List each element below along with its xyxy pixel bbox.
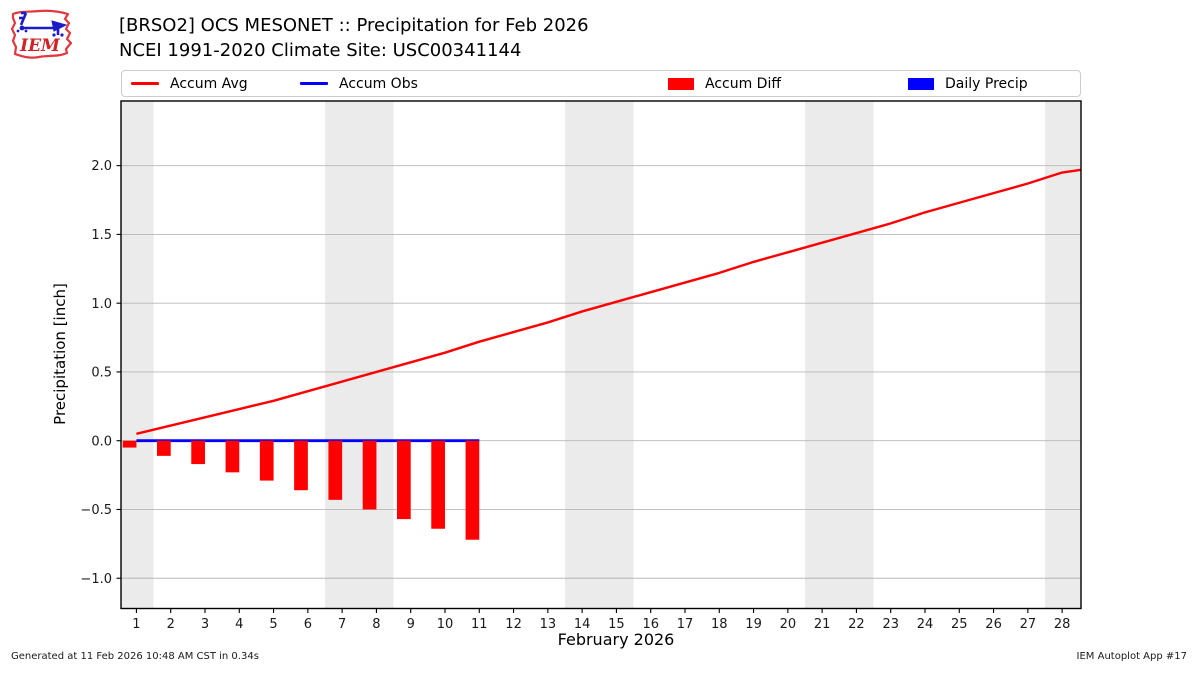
legend-label: Accum Avg bbox=[170, 75, 248, 92]
y-axis-label: Precipitation [inch] bbox=[51, 283, 69, 425]
x-tick-label: 4 bbox=[235, 617, 243, 632]
logo-iem-text: IEM bbox=[19, 36, 61, 56]
footer-generated-text: Generated at 11 Feb 2026 10:48 AM CST in… bbox=[11, 651, 259, 662]
legend-label: Daily Precip bbox=[945, 75, 1028, 92]
weekend-band bbox=[805, 101, 874, 609]
x-tick-label: 5 bbox=[269, 617, 277, 632]
y-tick-label: 0.0 bbox=[91, 434, 112, 449]
bar-accum-diff bbox=[328, 440, 343, 500]
x-tick-label: 21 bbox=[814, 617, 831, 632]
y-tick-label: 1.0 bbox=[91, 297, 112, 312]
weekend-band bbox=[1045, 101, 1081, 609]
x-tick-label: 2 bbox=[167, 617, 175, 632]
x-tick-label: 7 bbox=[338, 617, 346, 632]
chart-title-line2: NCEI 1991-2020 Climate Site: USC00341144 bbox=[119, 40, 522, 61]
x-tick-label: 13 bbox=[540, 617, 557, 632]
accum-diff-patch-swatch-icon bbox=[668, 77, 694, 90]
y-tick-label: 2.0 bbox=[91, 159, 112, 174]
plot-frame bbox=[120, 100, 1082, 610]
y-tick-label: 0.5 bbox=[91, 366, 112, 381]
bar-accum-diff bbox=[431, 440, 445, 529]
y-tick-label: 1.5 bbox=[91, 228, 112, 243]
x-tick-label: 14 bbox=[574, 617, 591, 632]
bar-accum-diff bbox=[465, 440, 480, 540]
legend-label: Accum Obs bbox=[339, 75, 418, 92]
weekend-band bbox=[565, 101, 634, 609]
x-tick-label: 9 bbox=[407, 617, 415, 632]
weekend-band bbox=[325, 101, 394, 609]
x-tick-label: 17 bbox=[677, 617, 694, 632]
x-axis-label: February 2026 bbox=[557, 630, 675, 649]
bar-accum-diff bbox=[191, 440, 205, 465]
x-tick-label: 27 bbox=[1020, 617, 1037, 632]
bar-accum-diff bbox=[294, 440, 308, 491]
x-tick-label: 19 bbox=[745, 617, 762, 632]
x-tick-label: 20 bbox=[780, 617, 797, 632]
x-tick-label: 22 bbox=[848, 617, 865, 632]
chart-legend: Accum Avg Accum Obs Accum Diff Daily Pre… bbox=[121, 70, 1081, 97]
x-tick-label: 12 bbox=[505, 617, 522, 632]
x-tick-label: 24 bbox=[917, 617, 934, 632]
bar-accum-diff bbox=[259, 440, 274, 481]
x-tick-label: 23 bbox=[882, 617, 899, 632]
y-tick-label: −0.5 bbox=[80, 503, 112, 518]
bar-accum-diff bbox=[157, 440, 171, 456]
x-tick-label: 10 bbox=[437, 617, 454, 632]
chart-title-line1: [BRSO2] OCS MESONET :: Precipitation for… bbox=[119, 15, 589, 36]
legend-label: Accum Diff bbox=[705, 75, 782, 92]
daily-precip-patch-swatch-icon bbox=[908, 77, 934, 90]
x-tick-label: 15 bbox=[608, 617, 625, 632]
x-tick-label: 3 bbox=[201, 617, 209, 632]
x-tick-label: 11 bbox=[471, 617, 488, 632]
legend-accum-avg: Accum Avg bbox=[131, 71, 248, 96]
line-accum-avg bbox=[136, 168, 1082, 435]
weekend-band bbox=[121, 101, 154, 609]
x-tick-label: 16 bbox=[642, 617, 659, 632]
x-tick-label: 1 bbox=[132, 617, 140, 632]
x-tick-label: 28 bbox=[1054, 617, 1071, 632]
x-tick-label: 18 bbox=[711, 617, 728, 632]
accum-avg-line-swatch-icon bbox=[131, 82, 159, 85]
legend-daily-precip: Daily Precip bbox=[908, 71, 1028, 96]
footer-app-text: IEM Autoplot App #17 bbox=[1076, 651, 1187, 662]
iowa-outline-icon: IEM bbox=[10, 9, 73, 59]
y-tick-label: −1.0 bbox=[80, 572, 112, 587]
bar-accum-diff bbox=[362, 440, 377, 510]
bar-accum-diff bbox=[122, 440, 137, 448]
x-tick-label: 6 bbox=[304, 617, 312, 632]
x-tick-label: 26 bbox=[985, 617, 1002, 632]
accum-obs-line-swatch-icon bbox=[300, 82, 328, 85]
bar-accum-diff bbox=[397, 440, 411, 520]
bar-accum-diff bbox=[225, 440, 240, 473]
legend-accum-diff: Accum Diff bbox=[668, 71, 781, 96]
legend-accum-obs: Accum Obs bbox=[300, 71, 418, 96]
iem-logo: IEM bbox=[8, 4, 74, 62]
x-tick-label: 25 bbox=[951, 617, 968, 632]
x-tick-label: 8 bbox=[372, 617, 380, 632]
chart-title: [BRSO2] OCS MESONET :: Precipitation for… bbox=[119, 13, 589, 63]
